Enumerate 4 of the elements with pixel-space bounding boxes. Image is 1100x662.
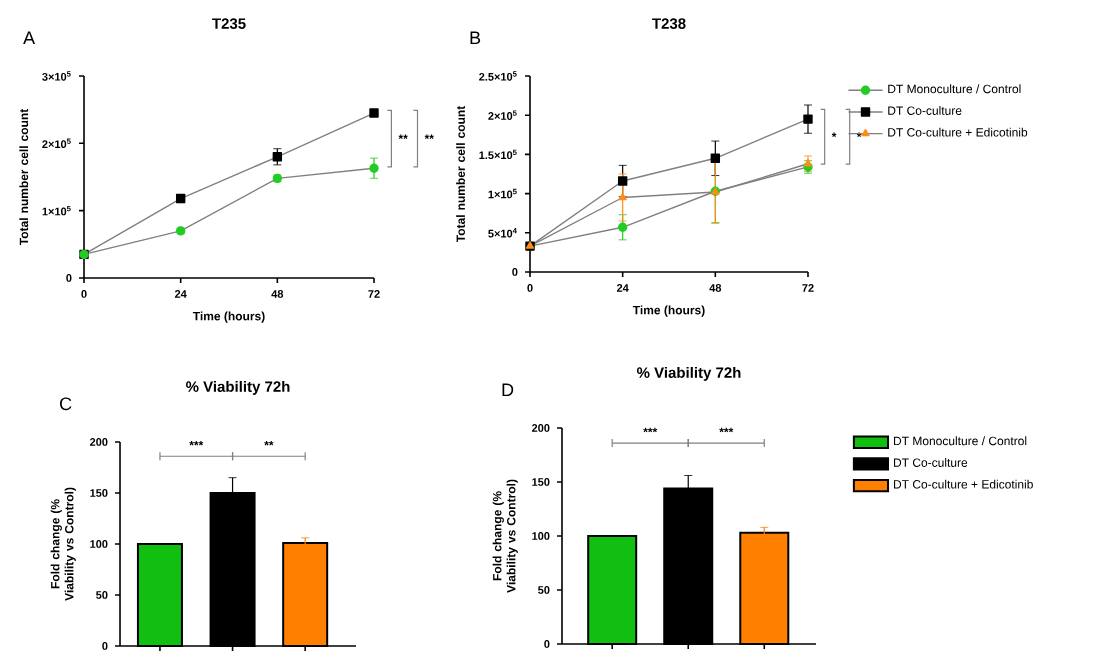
text: A [23,31,36,44]
text: C [59,397,72,411]
text: B [470,31,481,44]
text: D [502,383,514,396]
